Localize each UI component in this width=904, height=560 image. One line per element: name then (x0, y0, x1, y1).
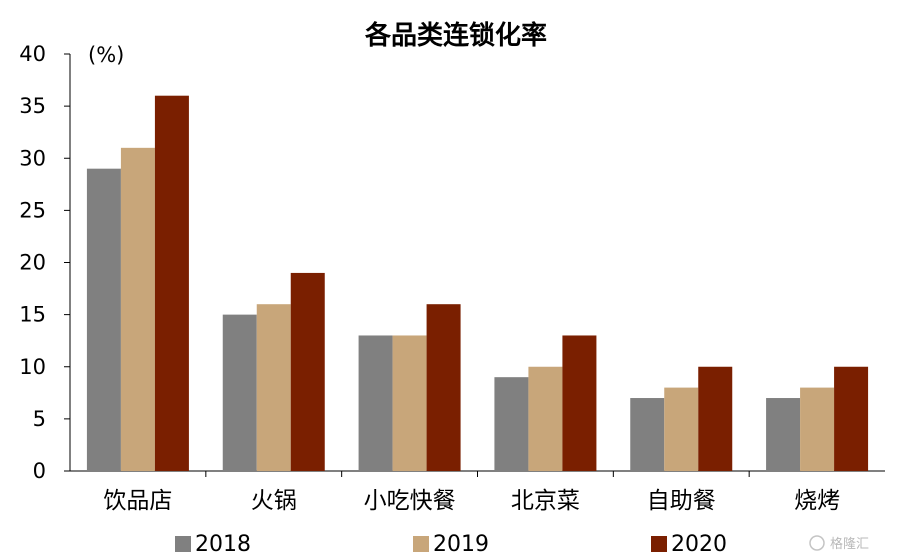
y-tick-label: 35 (19, 94, 46, 118)
bar-2020 (834, 366, 869, 471)
bar-2019 (528, 366, 563, 471)
watermark-text: 格隆汇 (830, 536, 869, 552)
bar-2019 (120, 147, 155, 471)
y-unit-label: (%) (88, 43, 124, 67)
bar-2019 (256, 304, 291, 471)
bar-2020 (426, 304, 461, 471)
category-label: 北京菜 (511, 488, 580, 514)
bar-2018 (86, 168, 121, 472)
y-tick-label: 5 (33, 407, 46, 431)
chart-title: 各品类连锁化率 (364, 20, 547, 51)
watermark: 格隆汇 (809, 535, 869, 552)
axes (64, 53, 885, 477)
bar-2018 (222, 314, 257, 471)
watermark-logo-icon (809, 535, 825, 551)
y-tick-labels: 0 5 10 15 20 25 30 35 40 (19, 42, 46, 483)
legend-swatch-2019 (413, 536, 429, 552)
bar-2020 (290, 272, 325, 471)
bar-2020 (698, 366, 733, 471)
category-label: 烧烤 (794, 488, 840, 514)
legend-swatch-2018 (175, 536, 191, 552)
bar-2018 (766, 398, 801, 471)
y-tick-label: 10 (19, 355, 46, 379)
category-label: 火锅 (251, 488, 297, 514)
bar-2020 (154, 95, 189, 471)
y-tick-label: 40 (19, 42, 46, 66)
legend-label-2019: 2019 (433, 532, 489, 557)
legend: 2018 2019 2020 (175, 532, 727, 557)
y-tick-label: 25 (19, 198, 46, 222)
bar-2019 (800, 387, 835, 471)
category-label: 饮品店 (103, 488, 172, 514)
category-label: 自助餐 (647, 488, 716, 514)
bars (86, 95, 869, 472)
bar-2019 (664, 387, 699, 471)
bar-2019 (392, 335, 427, 471)
y-tick-label: 0 (33, 459, 46, 483)
legend-label-2020: 2020 (671, 532, 727, 557)
category-labels: 饮品店 火锅 小吃快餐 北京菜 自助餐 烧烤 (103, 488, 840, 514)
category-label: 小吃快餐 (364, 488, 456, 514)
y-tick-label: 20 (19, 251, 46, 275)
y-tick-label: 15 (19, 303, 46, 327)
y-tick-label: 30 (19, 146, 46, 170)
bar-2018 (494, 377, 529, 471)
bar-2020 (562, 335, 597, 471)
bar-2018 (358, 335, 393, 471)
legend-label-2018: 2018 (195, 532, 251, 557)
bar-2018 (630, 398, 665, 471)
legend-swatch-2020 (651, 536, 667, 552)
